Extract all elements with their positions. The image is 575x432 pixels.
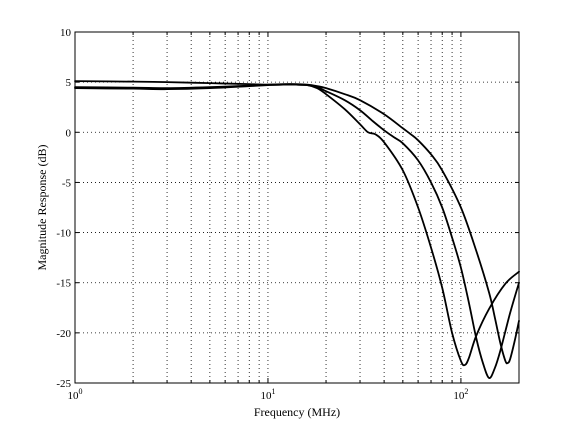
series-line-3	[74, 83, 520, 365]
y-tick-label: -15	[56, 278, 71, 290]
x-tick-label: 100	[68, 387, 83, 402]
series-group	[74, 80, 520, 379]
plot-frame	[74, 31, 520, 384]
y-tick-label: -20	[56, 328, 71, 340]
y-tick-label: -25	[56, 378, 71, 390]
y-tick-label: -10	[56, 228, 71, 240]
x-tick-label: 102	[453, 387, 468, 402]
y-tick-label: 5	[66, 77, 72, 89]
grid	[75, 32, 519, 383]
x-tick-label: 101	[260, 387, 275, 402]
y-axis-label: Magnitude Response (dB)	[35, 145, 49, 271]
ticks	[75, 31, 520, 384]
plot-area	[75, 32, 519, 383]
y-tick-label: 0	[66, 127, 72, 139]
x-axis-label: Frequency (MHz)	[254, 405, 340, 419]
y-tick-label: 10	[60, 27, 72, 39]
y-tick-label: -5	[62, 177, 72, 189]
